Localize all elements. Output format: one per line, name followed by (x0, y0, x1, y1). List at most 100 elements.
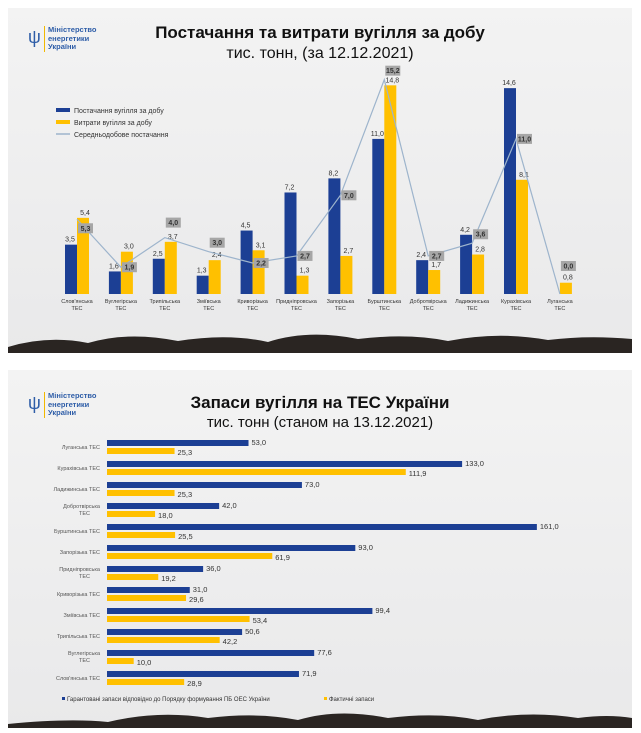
category-label: ТЕС (79, 511, 90, 517)
actual-label: 29,6 (189, 595, 204, 604)
guaranteed-bar (107, 524, 537, 530)
actual-bar (107, 658, 134, 664)
legend-label: Постачання вугілля за добу (74, 107, 164, 115)
average-label: 2,2 (256, 260, 266, 267)
supply-bar (108, 271, 121, 294)
category-label: Добротвірська (410, 299, 448, 305)
average-label-box (517, 133, 532, 144)
actual-label: 10,0 (137, 658, 152, 667)
legend-label: Середньодобове постачання (74, 131, 169, 139)
average-label: 11,0 (518, 136, 531, 143)
legend-swatch (324, 697, 327, 700)
supply-label: 1,6 (109, 263, 119, 270)
guaranteed-bar (107, 440, 249, 446)
category-label: ТЕС (423, 306, 434, 312)
consumption-label: 2,8 (475, 247, 485, 254)
slide-coal-stocks: ψ Міністерство енергетики України Запаси… (8, 370, 632, 728)
consumption-label: 3,0 (124, 244, 134, 251)
average-label-box (473, 229, 489, 240)
guaranteed-label: 133,0 (465, 459, 484, 468)
chart-title: Запаси вугілля на ТЕС України (190, 393, 450, 412)
legend-label: Фактичні запаси (329, 697, 374, 703)
guaranteed-label: 53,0 (252, 438, 267, 447)
trident-icon: ψ (28, 393, 41, 413)
supply-label: 4,2 (460, 227, 470, 234)
category-label: Криворізька (237, 299, 268, 305)
consumption-bar (164, 241, 177, 294)
supply-bar (196, 275, 209, 294)
average-line (76, 77, 561, 295)
legend-swatch (62, 697, 65, 700)
guaranteed-bar (107, 461, 463, 467)
ministry-logo: ψ Міністерство енергетики України (28, 25, 96, 52)
guaranteed-bar (107, 482, 302, 488)
actual-bar (107, 511, 156, 517)
category-label: ТЕС (554, 306, 565, 312)
average-label: 2,7 (300, 253, 310, 260)
actual-bar (107, 532, 176, 538)
category-label: Придніпровська (59, 567, 101, 573)
consumption-label: 5,4 (80, 210, 90, 217)
category-label: Курахівська ТЕС (57, 466, 100, 472)
consumption-bar (559, 282, 572, 294)
category-label: Добротвірська (63, 504, 101, 510)
consumption-label: 8,1 (519, 172, 529, 179)
category-label: ТЕС (203, 306, 214, 312)
category-label: Курахівська (501, 299, 532, 305)
supply-label: 11,0 (371, 131, 384, 138)
supply-bar (284, 192, 297, 294)
guaranteed-bar (107, 671, 299, 677)
logo-text: Міністерство енергетики України (44, 391, 96, 418)
category-label: Трипільська (149, 299, 181, 305)
average-label-box (385, 65, 401, 76)
guaranteed-bar (107, 650, 315, 656)
consumption-bar (428, 270, 441, 294)
supply-label: 2,5 (153, 251, 163, 258)
legend-label: Гарантовані запаси відповідно до Порядку… (67, 697, 270, 703)
actual-label: 53,4 (253, 616, 268, 625)
consumption-label: 14,8 (385, 77, 399, 84)
average-label: 1,9 (125, 265, 135, 272)
category-label: ТЕС (115, 306, 126, 312)
actual-bar (107, 490, 175, 496)
category-label: ТЕС (159, 306, 170, 312)
consumption-label: 2,4 (212, 252, 222, 259)
category-label: ТЕС (467, 306, 478, 312)
actual-label: 25,3 (178, 490, 193, 499)
chart-subtitle: тис. тонн (станом на 13.12.2021) (206, 414, 434, 431)
guaranteed-label: 42,0 (222, 501, 237, 510)
supply-label: 2,4 (416, 252, 426, 259)
category-label: Придніпровська (276, 299, 318, 305)
average-label-box (78, 223, 93, 234)
ministry-logo: ψ Міністерство енергетики України (28, 391, 96, 418)
stocks-chart: Луганська ТЕС 53,0 25,3 Курахівська ТЕС 133,… (54, 438, 559, 703)
actual-label: 61,9 (275, 553, 290, 562)
category-label: Слов'янська ТЕС (56, 676, 100, 682)
legend-swatch (56, 108, 70, 112)
average-label: 5,3 (81, 226, 91, 233)
average-label-box (121, 262, 137, 273)
consumption-bar (384, 85, 397, 294)
category-label: Вуглегірська (68, 651, 101, 657)
supply-label: 7,2 (285, 184, 295, 191)
average-label-box (429, 250, 445, 261)
actual-bar (107, 595, 187, 601)
trident-icon: ψ (28, 27, 41, 47)
supply-label: 3,5 (65, 237, 75, 244)
average-label: 4,0 (168, 220, 178, 227)
actual-bar (107, 469, 406, 475)
consumption-label: 3,7 (168, 234, 178, 241)
guaranteed-bar (107, 545, 356, 551)
coal-decoration (8, 713, 632, 728)
category-label: ТЕС (379, 306, 390, 312)
category-label: ТЕС (79, 658, 90, 664)
logo-text: Міністерство енергетики України (44, 25, 96, 52)
average-label-box (209, 237, 225, 248)
consumption-label: 3,1 (256, 242, 266, 249)
category-label: Криворізька ТЕС (57, 592, 100, 598)
guaranteed-bar (107, 503, 220, 509)
category-label: Бурштинська ТЕС (54, 529, 100, 535)
consumption-bar (472, 254, 485, 294)
consumption-bar (296, 275, 309, 294)
average-label: 2,7 (432, 253, 442, 260)
